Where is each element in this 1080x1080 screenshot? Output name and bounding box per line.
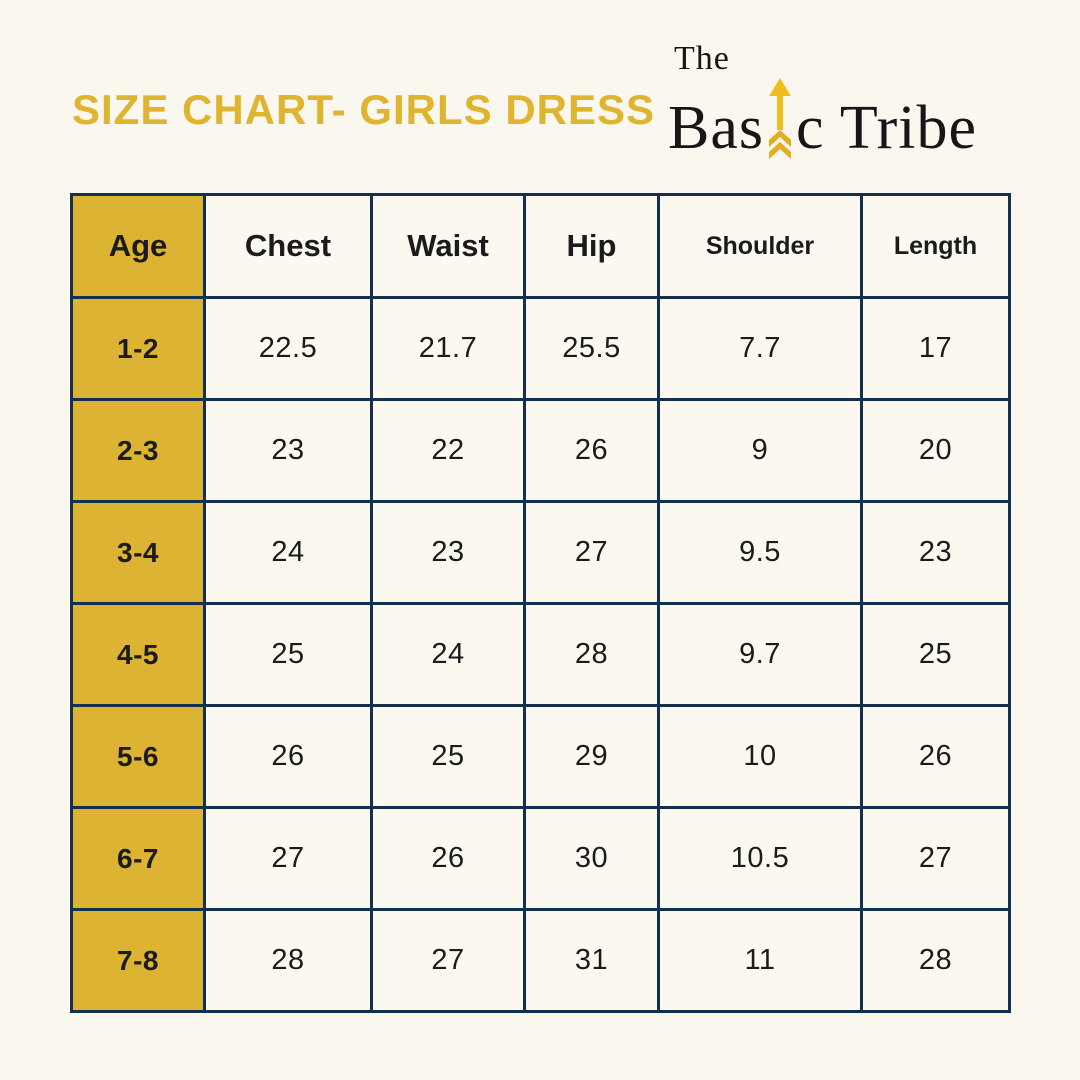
brand-logo-text-post: c Tribe [796, 94, 977, 162]
age-cell: 1-2 [70, 296, 206, 401]
length-cell: 25 [860, 602, 1011, 707]
hip-cell: 26 [523, 398, 660, 503]
brand-logo-the: The [674, 40, 730, 77]
length-cell: 17 [860, 296, 1011, 401]
waist-cell: 22 [370, 398, 526, 503]
shoulder-cell: 9.5 [657, 500, 863, 605]
chest-cell: 27 [203, 806, 373, 911]
shoulder-cell: 9 [657, 398, 863, 503]
table-row: 3-4 24 23 27 9.5 23 [70, 500, 1011, 605]
brand-logo-main: Bas c Tribe [668, 78, 977, 162]
hip-cell: 27 [523, 500, 660, 605]
table-header-row: Age Chest Waist Hip Shoulder Length [70, 193, 1011, 299]
chest-cell: 24 [203, 500, 373, 605]
col-header-shoulder: Shoulder [657, 193, 863, 299]
size-chart-table: Age Chest Waist Hip Shoulder Length 1-2 … [70, 193, 1011, 1013]
chest-cell: 25 [203, 602, 373, 707]
age-cell: 3-4 [70, 500, 206, 605]
age-cell: 6-7 [70, 806, 206, 911]
col-header-waist: Waist [370, 193, 526, 299]
length-cell: 23 [860, 500, 1011, 605]
table-row: 1-2 22.5 21.7 25.5 7.7 17 [70, 296, 1011, 401]
hip-cell: 28 [523, 602, 660, 707]
shoulder-cell: 7.7 [657, 296, 863, 401]
brand-logo: The Bas c Tribe [668, 42, 977, 162]
brand-logo-text-pre: Bas [668, 94, 764, 162]
age-cell: 5-6 [70, 704, 206, 809]
length-cell: 28 [860, 908, 1011, 1013]
chest-cell: 22.5 [203, 296, 373, 401]
col-header-hip: Hip [523, 193, 660, 299]
chest-cell: 28 [203, 908, 373, 1013]
age-cell: 4-5 [70, 602, 206, 707]
shoulder-cell: 10 [657, 704, 863, 809]
chest-cell: 23 [203, 398, 373, 503]
waist-cell: 21.7 [370, 296, 526, 401]
hip-cell: 31 [523, 908, 660, 1013]
table-row: 7-8 28 27 31 11 28 [70, 908, 1011, 1013]
shoulder-cell: 10.5 [657, 806, 863, 911]
waist-cell: 26 [370, 806, 526, 911]
length-cell: 26 [860, 704, 1011, 809]
length-cell: 20 [860, 398, 1011, 503]
table-row: 6-7 27 26 30 10.5 27 [70, 806, 1011, 911]
table-row: 4-5 25 24 28 9.7 25 [70, 602, 1011, 707]
length-cell: 27 [860, 806, 1011, 911]
age-cell: 2-3 [70, 398, 206, 503]
hip-cell: 25.5 [523, 296, 660, 401]
waist-cell: 25 [370, 704, 526, 809]
hip-cell: 29 [523, 704, 660, 809]
hip-cell: 30 [523, 806, 660, 911]
waist-cell: 27 [370, 908, 526, 1013]
chest-cell: 26 [203, 704, 373, 809]
waist-cell: 23 [370, 500, 526, 605]
page-title: SIZE CHART- GIRLS DRESS [72, 86, 656, 133]
shoulder-cell: 11 [657, 908, 863, 1013]
up-arrow-icon [767, 78, 793, 162]
age-cell: 7-8 [70, 908, 206, 1013]
col-header-chest: Chest [203, 193, 373, 299]
col-header-length: Length [860, 193, 1011, 299]
table-row: 2-3 23 22 26 9 20 [70, 398, 1011, 503]
shoulder-cell: 9.7 [657, 602, 863, 707]
waist-cell: 24 [370, 602, 526, 707]
table-row: 5-6 26 25 29 10 26 [70, 704, 1011, 809]
col-header-age: Age [70, 193, 206, 299]
